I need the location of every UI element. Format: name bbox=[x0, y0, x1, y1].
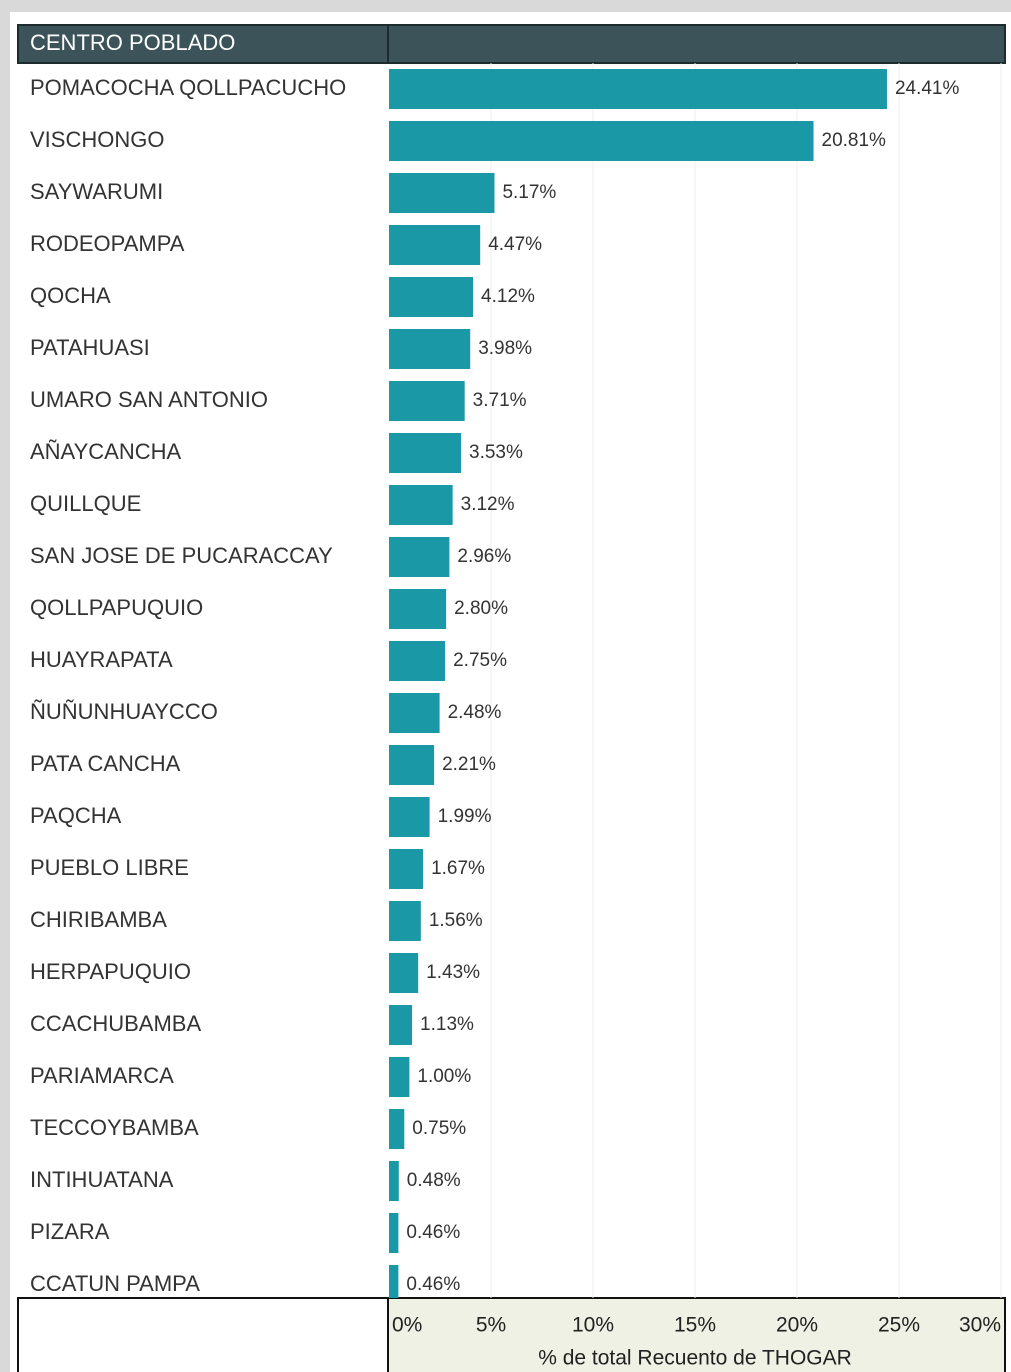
axis-left-box bbox=[17, 1297, 389, 1372]
x-tick-label: 10% bbox=[572, 1314, 614, 1337]
value-label: 0.46% bbox=[406, 1222, 460, 1243]
x-tick-label: 0% bbox=[392, 1314, 422, 1337]
category-label: HUAYRAPATA bbox=[30, 647, 173, 672]
bar bbox=[389, 1057, 410, 1097]
header-bar bbox=[17, 24, 1006, 64]
value-label: 4.47% bbox=[488, 234, 542, 255]
value-label: 3.12% bbox=[461, 494, 515, 515]
value-label: 2.21% bbox=[442, 754, 496, 775]
bar bbox=[389, 797, 430, 837]
bar bbox=[389, 173, 495, 213]
category-label: CHIRIBAMBA bbox=[30, 907, 167, 932]
value-label: 3.71% bbox=[473, 390, 527, 411]
value-label: 1.13% bbox=[420, 1014, 474, 1035]
value-label: 0.75% bbox=[412, 1118, 466, 1139]
value-label: 1.56% bbox=[429, 910, 483, 931]
category-label: CCACHUBAMBA bbox=[30, 1011, 201, 1036]
category-label: SAYWARUMI bbox=[30, 179, 163, 204]
bar bbox=[389, 485, 453, 525]
category-label: TECCOYBAMBA bbox=[30, 1115, 199, 1140]
category-label: QOLLPAPUQUIO bbox=[30, 595, 203, 620]
bar bbox=[389, 849, 424, 889]
category-label: PIZARA bbox=[30, 1219, 110, 1244]
category-label: HERPAPUQUIO bbox=[30, 959, 191, 984]
x-axis: 0% 5% 10% 15% 20% 25% 30% bbox=[392, 1314, 1001, 1337]
x-axis-title: % de total Recuento de THOGAR bbox=[538, 1347, 852, 1370]
value-label: 5.17% bbox=[502, 182, 556, 203]
bar bbox=[389, 1265, 399, 1298]
value-label: 1.99% bbox=[438, 806, 492, 827]
bar bbox=[389, 121, 814, 161]
value-label: 4.12% bbox=[481, 286, 535, 307]
panel bbox=[10, 12, 1011, 1372]
bar bbox=[389, 69, 887, 109]
bar bbox=[389, 1161, 399, 1201]
x-tick-label: 15% bbox=[674, 1314, 716, 1337]
value-label: 24.41% bbox=[895, 78, 960, 99]
x-tick-label: 25% bbox=[878, 1314, 920, 1337]
category-label: RODEOPAMPA bbox=[30, 231, 185, 256]
bar bbox=[389, 537, 450, 577]
value-label: 2.75% bbox=[453, 650, 507, 671]
category-label: PATA CANCHA bbox=[30, 751, 181, 776]
category-label: SAN JOSE DE PUCARACCAY bbox=[30, 543, 333, 568]
value-label: 2.80% bbox=[454, 598, 508, 619]
bar bbox=[389, 693, 440, 733]
bar bbox=[389, 329, 471, 369]
category-label: UMARO SAN ANTONIO bbox=[30, 387, 268, 412]
value-label: 3.53% bbox=[469, 442, 523, 463]
bar bbox=[389, 1109, 405, 1149]
value-label: 1.43% bbox=[426, 962, 480, 983]
x-tick-label: 20% bbox=[776, 1314, 818, 1337]
bar bbox=[389, 381, 465, 421]
x-tick-label: 5% bbox=[476, 1314, 506, 1337]
value-label: 20.81% bbox=[822, 130, 887, 151]
value-label: 1.67% bbox=[431, 858, 485, 879]
bar bbox=[389, 277, 474, 317]
value-label: 2.48% bbox=[448, 702, 502, 723]
bar bbox=[389, 901, 421, 941]
value-label: 3.98% bbox=[478, 338, 532, 359]
category-label: VISCHONGO bbox=[30, 127, 164, 152]
x-tick-label: 30% bbox=[959, 1314, 1001, 1337]
bar bbox=[389, 745, 435, 785]
category-label: QOCHA bbox=[30, 283, 111, 308]
category-label: POMACOCHA QOLLPACUCHO bbox=[30, 75, 346, 100]
category-label: QUILLQUE bbox=[30, 491, 141, 516]
header-title: CENTRO POBLADO bbox=[30, 30, 235, 55]
plot-area: POMACOCHA QOLLPACUCHO 24.41% VISCHONGO 20.8… bbox=[30, 63, 1002, 1298]
axis-box bbox=[387, 1297, 1006, 1372]
category-label: PARIAMARCA bbox=[30, 1063, 174, 1088]
value-label: 2.96% bbox=[457, 546, 511, 567]
category-label: CCATUN PAMPA bbox=[30, 1271, 200, 1296]
bar bbox=[389, 641, 446, 681]
category-label: PAQCHA bbox=[30, 803, 122, 828]
category-label: ÑUÑUNHUAYCCO bbox=[30, 699, 218, 724]
category-label: INTIHUATANA bbox=[30, 1167, 174, 1192]
bar bbox=[389, 1005, 413, 1045]
category-label: AÑAYCANCHA bbox=[30, 439, 182, 464]
bar bbox=[389, 225, 481, 265]
bar bbox=[389, 953, 419, 993]
bar bbox=[389, 433, 462, 473]
category-label: PUEBLO LIBRE bbox=[30, 855, 189, 880]
bar bbox=[389, 589, 447, 629]
value-label: 0.48% bbox=[407, 1170, 461, 1191]
value-label: 1.00% bbox=[417, 1066, 471, 1087]
value-label: 0.46% bbox=[406, 1274, 460, 1295]
category-label: PATAHUASI bbox=[30, 335, 150, 360]
bar bbox=[389, 1213, 399, 1253]
